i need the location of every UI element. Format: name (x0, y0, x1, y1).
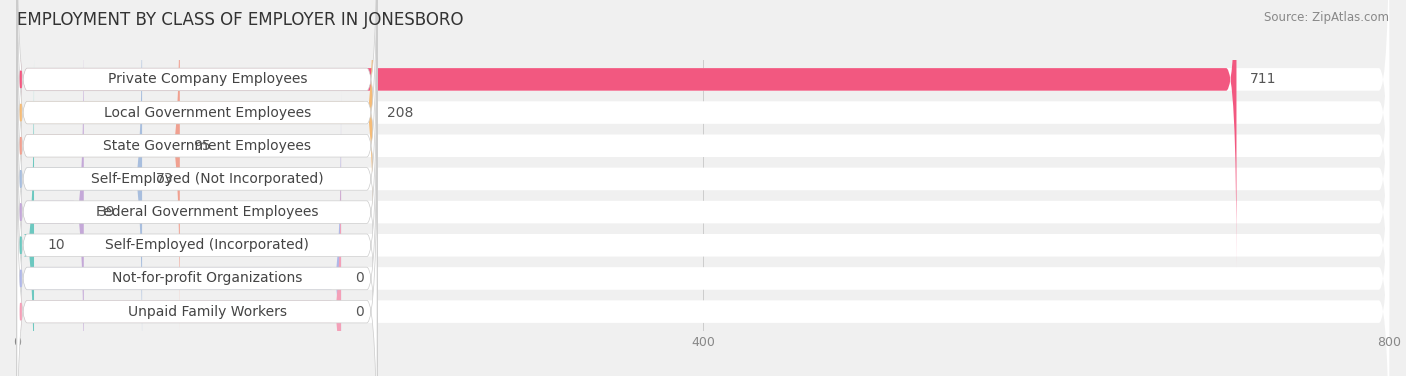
FancyBboxPatch shape (17, 91, 342, 376)
Text: Source: ZipAtlas.com: Source: ZipAtlas.com (1264, 11, 1389, 24)
FancyBboxPatch shape (17, 24, 377, 376)
FancyBboxPatch shape (17, 0, 142, 367)
FancyBboxPatch shape (17, 58, 34, 376)
FancyBboxPatch shape (17, 0, 1389, 300)
FancyBboxPatch shape (17, 124, 1389, 376)
Text: 10: 10 (48, 238, 65, 252)
FancyBboxPatch shape (17, 0, 1389, 334)
Text: 73: 73 (156, 172, 173, 186)
Text: EMPLOYMENT BY CLASS OF EMPLOYER IN JONESBORO: EMPLOYMENT BY CLASS OF EMPLOYER IN JONES… (17, 11, 464, 29)
FancyBboxPatch shape (17, 0, 1389, 267)
Text: Private Company Employees: Private Company Employees (107, 73, 307, 86)
Text: Unpaid Family Workers: Unpaid Family Workers (128, 305, 287, 318)
Text: State Government Employees: State Government Employees (103, 139, 311, 153)
FancyBboxPatch shape (17, 24, 1389, 376)
FancyBboxPatch shape (17, 0, 377, 300)
FancyBboxPatch shape (17, 124, 342, 376)
Text: 39: 39 (97, 205, 115, 219)
FancyBboxPatch shape (17, 124, 377, 376)
Text: Federal Government Employees: Federal Government Employees (96, 205, 319, 219)
FancyBboxPatch shape (17, 0, 374, 300)
Text: Self-Employed (Not Incorporated): Self-Employed (Not Incorporated) (91, 172, 323, 186)
FancyBboxPatch shape (17, 0, 377, 367)
Text: 95: 95 (194, 139, 211, 153)
FancyBboxPatch shape (17, 0, 1389, 367)
Text: Local Government Employees: Local Government Employees (104, 106, 311, 120)
FancyBboxPatch shape (17, 0, 377, 267)
Text: 0: 0 (354, 305, 364, 318)
FancyBboxPatch shape (17, 24, 84, 376)
Text: 711: 711 (1250, 73, 1277, 86)
FancyBboxPatch shape (17, 0, 1236, 267)
Text: Self-Employed (Incorporated): Self-Employed (Incorporated) (105, 238, 309, 252)
FancyBboxPatch shape (17, 91, 1389, 376)
Text: 208: 208 (388, 106, 413, 120)
FancyBboxPatch shape (17, 91, 377, 376)
Text: Not-for-profit Organizations: Not-for-profit Organizations (112, 271, 302, 285)
Text: 0: 0 (354, 271, 364, 285)
FancyBboxPatch shape (17, 0, 180, 334)
FancyBboxPatch shape (17, 0, 377, 334)
FancyBboxPatch shape (17, 58, 1389, 376)
FancyBboxPatch shape (17, 58, 377, 376)
